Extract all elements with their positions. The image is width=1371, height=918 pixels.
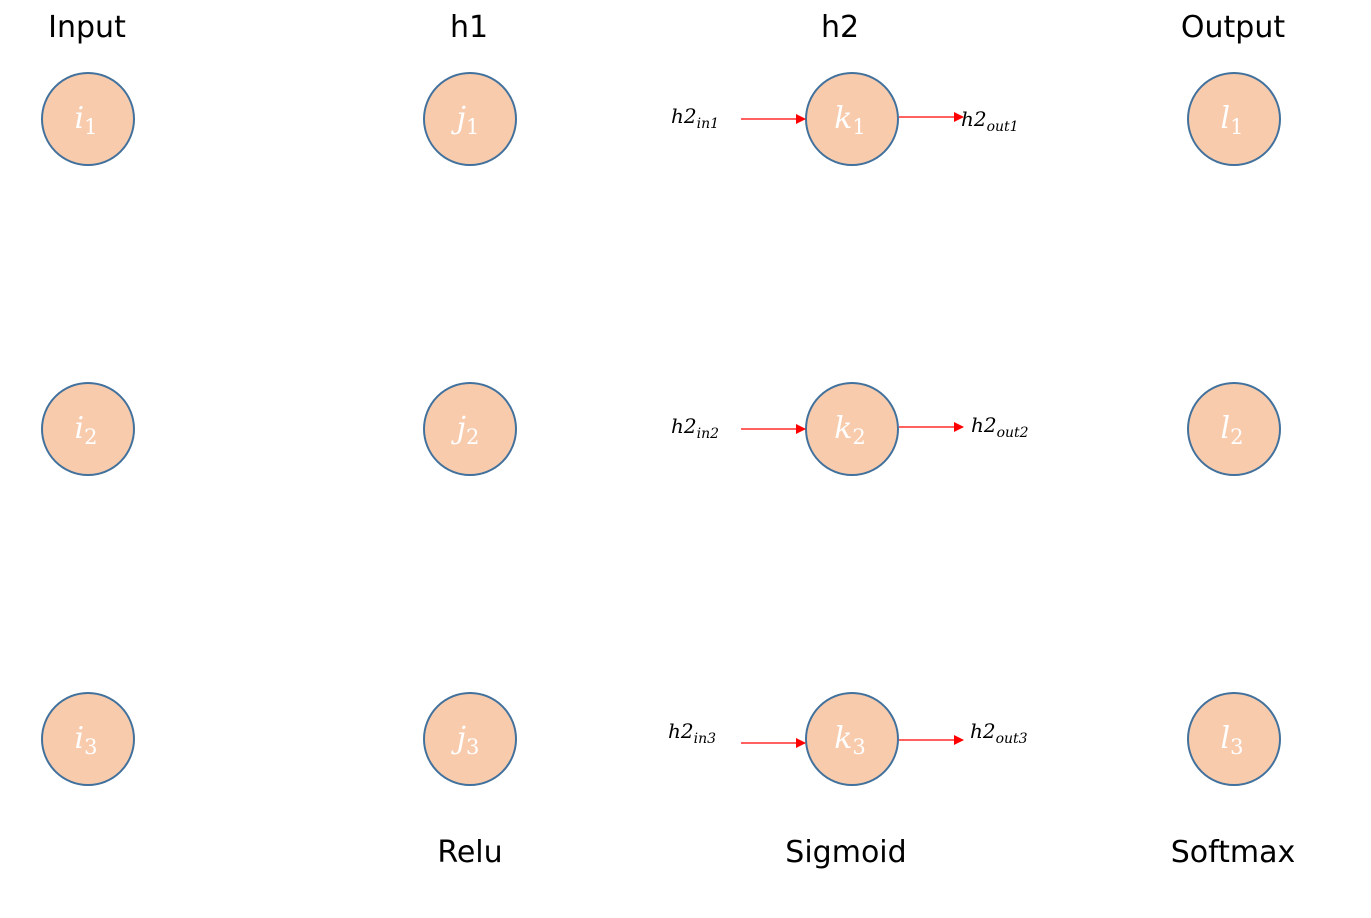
node-k1: k1 [805,72,899,166]
svg-text:l2: l2 [1221,411,1244,449]
svg-text:l1: l1 [1221,101,1244,139]
label-h2-out2: h2out2 [971,413,1029,441]
node-l3-base: l [1221,721,1231,756]
svg-text:l3: l3 [1221,721,1244,759]
node-k3-sub: 3 [852,735,865,759]
node-j3-sub: 3 [466,735,479,759]
node-k3-base: k [834,721,852,756]
node-j1-sub: 1 [466,115,479,139]
svg-text:k3: k3 [834,721,866,759]
node-l2: l2 [1187,382,1281,476]
label-h2-in1: h2in1 [671,104,719,132]
node-l1-base: l [1221,101,1231,136]
activation-h2: Sigmoid [785,835,906,870]
svg-text:i2: i2 [75,411,98,449]
node-i3: i3 [41,692,135,786]
node-k3: k3 [805,692,899,786]
node-l1-sub: 1 [1230,115,1243,139]
node-i2-sub: 2 [84,425,97,449]
node-i1-sub: 1 [84,115,97,139]
layer-title-h2: h2 [821,10,859,45]
label-h2-out1: h2out1 [961,107,1019,135]
layer-title-output: Output [1181,10,1285,45]
node-j2-sub: 2 [466,425,479,449]
node-k2-base: k [834,411,852,446]
node-j1: j1 [423,72,517,166]
label-h2-in2: h2in2 [671,414,719,442]
node-j3: j3 [423,692,517,786]
label-h2-out3: h2out3 [970,719,1028,747]
node-i1-base: i [75,101,85,136]
svg-text:i3: i3 [75,721,98,759]
node-l2-sub: 2 [1230,425,1243,449]
node-i3-sub: 3 [84,735,97,759]
activation-output: Softmax [1171,835,1296,870]
node-i2-base: i [75,411,85,446]
node-i3-base: i [75,721,85,756]
node-l1: l1 [1187,72,1281,166]
node-i1: i1 [41,72,135,166]
svg-text:k1: k1 [834,101,866,139]
node-k2-sub: 2 [852,425,865,449]
label-h2-in3: h2in3 [668,719,716,747]
node-l3-sub: 3 [1230,735,1243,759]
layer-title-input: Input [48,10,126,45]
node-j2: j2 [423,382,517,476]
svg-text:i1: i1 [75,101,98,139]
node-k2: k2 [805,382,899,476]
node-k1-base: k [834,101,852,136]
layer-title-h1: h1 [450,10,488,45]
node-l3: l3 [1187,692,1281,786]
node-i2: i2 [41,382,135,476]
node-k1-sub: 1 [852,115,865,139]
node-l2-base: l [1221,411,1231,446]
activation-h1: Relu [437,835,502,870]
svg-text:k2: k2 [834,411,866,449]
